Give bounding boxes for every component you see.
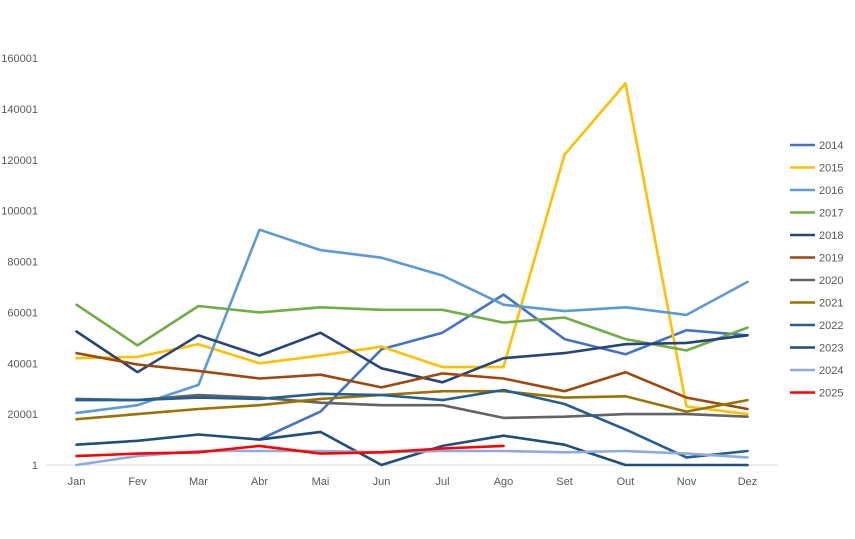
x-tick-label: Jun	[373, 476, 391, 488]
legend-label-2020: 2020	[819, 275, 843, 287]
series-line-2019	[75, 351, 749, 411]
legend-label-2023: 2023	[819, 343, 843, 355]
x-tick-label: Dez	[738, 476, 758, 488]
x-tick-label: Nov	[677, 476, 697, 488]
series-line-2020	[75, 393, 749, 420]
series-line-2023	[75, 430, 749, 467]
y-tick-label: 100001	[1, 206, 38, 218]
legend-label-2016: 2016	[819, 185, 843, 197]
legend: 2014 2015 2016 2017 2018 2019 2020 2021 2022 2023…	[790, 140, 843, 400]
y-tick-labels: 1200014000160001800011000011200011400011…	[1, 53, 38, 472]
series-lines	[75, 82, 749, 467]
y-tick-label: 40001	[7, 358, 38, 370]
legend-label-2014: 2014	[819, 140, 843, 152]
series-line-2022	[75, 388, 749, 459]
legend-label-2022: 2022	[819, 320, 843, 332]
series-line-2021	[75, 389, 749, 421]
legend-label-2015: 2015	[819, 163, 843, 175]
y-tick-label: 120001	[1, 155, 38, 167]
legend-label-2019: 2019	[819, 253, 843, 265]
series-line-2017	[75, 303, 749, 352]
y-tick-label: 1	[32, 460, 38, 472]
x-tick-label: Ago	[494, 476, 514, 488]
legend-label-2021: 2021	[819, 298, 843, 310]
y-tick-label: 20001	[7, 409, 38, 421]
x-tick-label: Jul	[435, 476, 449, 488]
x-tick-label: Mar	[189, 476, 208, 488]
x-tick-label: Fev	[128, 476, 147, 488]
y-tick-label: 80001	[7, 257, 38, 269]
series-line-2014	[258, 293, 749, 441]
y-tick-label: 160001	[1, 53, 38, 65]
legend-label-2017: 2017	[819, 208, 843, 220]
series-line-2025	[75, 444, 505, 458]
x-tick-label: Mai	[312, 476, 330, 488]
series-line-2016	[75, 228, 749, 415]
x-tick-labels: Jan Fev Mar Abr Mai Jun Jul Ago Set Out Nov Dez	[68, 476, 758, 488]
y-tick-label: 60001	[7, 307, 38, 319]
legend-label-2024: 2024	[819, 365, 843, 377]
legend-label-2018: 2018	[819, 230, 843, 242]
x-tick-label: Set	[556, 476, 573, 488]
x-tick-label: Out	[617, 476, 635, 488]
x-tick-label: Jan	[68, 476, 86, 488]
y-tick-label: 140001	[1, 104, 38, 116]
legend-label-2025: 2025	[819, 388, 843, 400]
x-tick-label: Abr	[251, 476, 268, 488]
series-line-2015	[75, 82, 749, 416]
series-line-2018	[75, 330, 749, 384]
